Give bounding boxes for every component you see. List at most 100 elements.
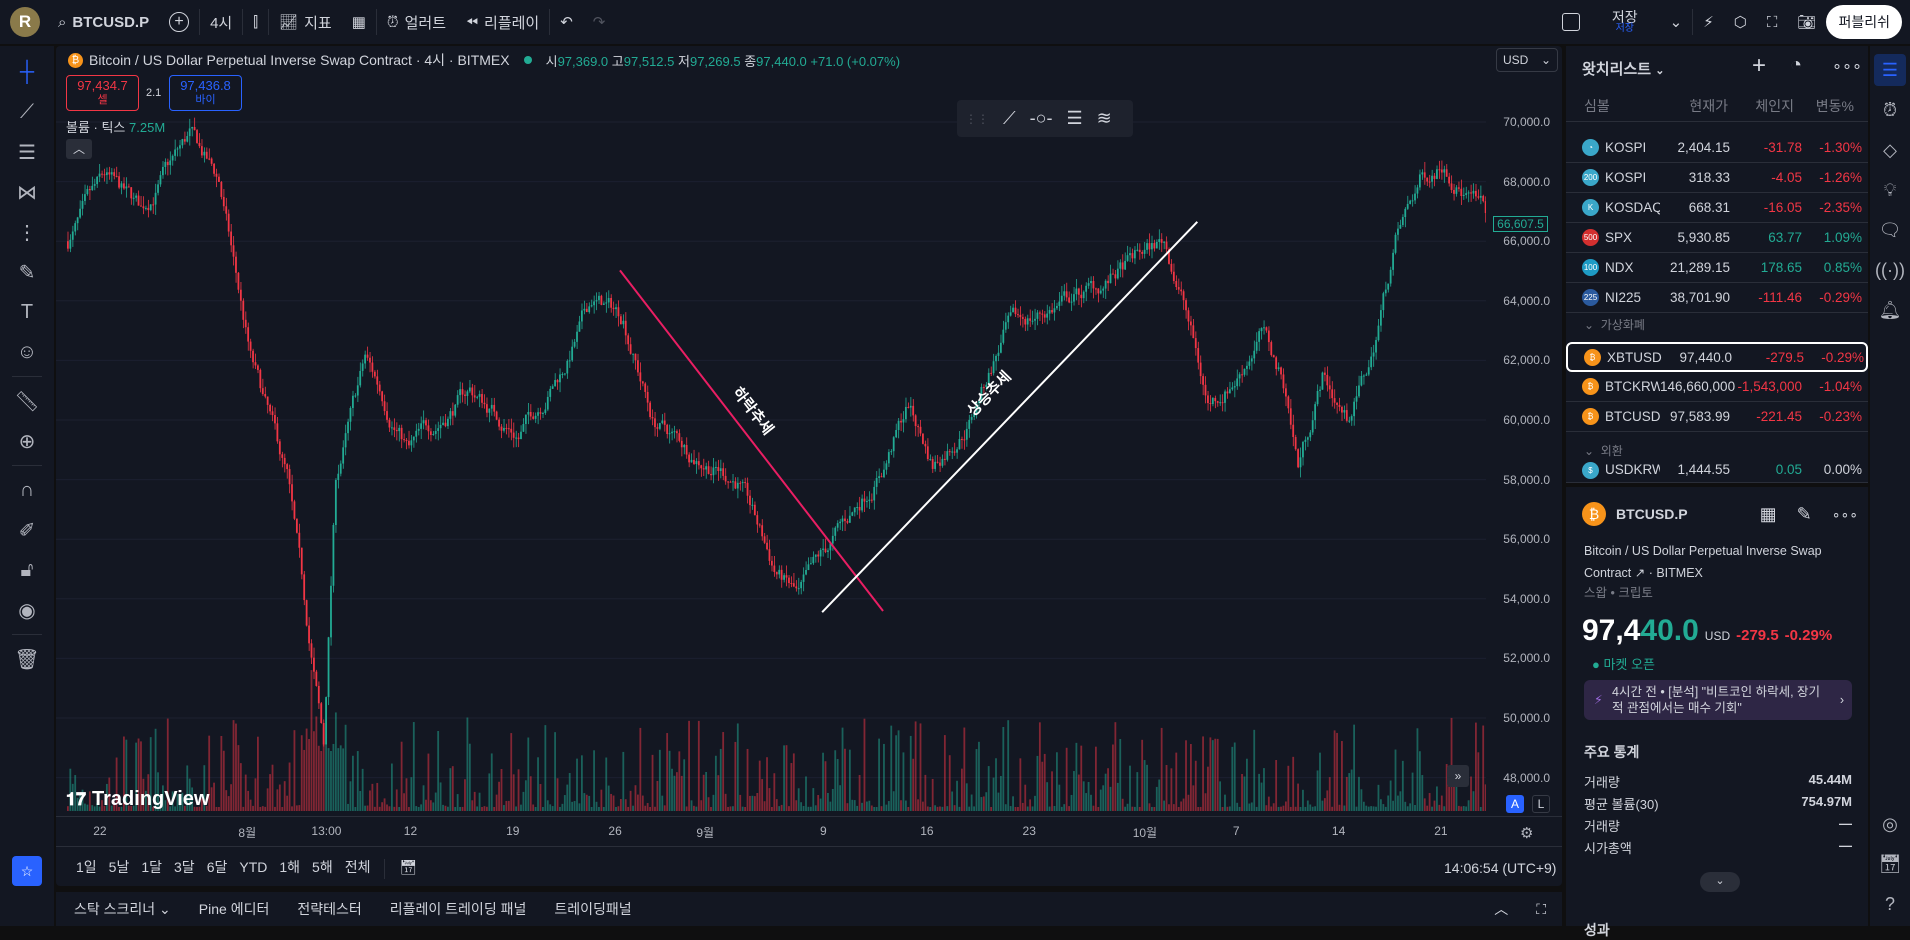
log-scale-button[interactable]: L — [1532, 795, 1550, 813]
watchlist-row[interactable]: ₿ BTCKRW 146,660,000 -1,543,000 -1.04% — [1566, 372, 1868, 402]
drag-handle[interactable]: ⋮⋮ — [965, 111, 989, 126]
remove-drawings-tool[interactable]: 🗑︎ — [8, 641, 46, 677]
buy-button[interactable]: 97,436.8 바이 — [169, 75, 242, 111]
ray-icon[interactable]: -○- — [1029, 108, 1053, 128]
price-axis[interactable]: 70,000.0 68,000.0 66,000.0 64,000.0 62,000.0… — [1486, 46, 1560, 816]
col-change-pct[interactable]: 변동% — [1815, 98, 1854, 114]
scroll-to-realtime-button[interactable]: » — [1447, 765, 1469, 787]
goto-date-button[interactable]: 📅︎ — [393, 859, 423, 879]
group-crypto[interactable]: ⌄ 가상화폐 — [1584, 318, 1645, 332]
text-tool[interactable]: T — [8, 294, 46, 330]
undo-button[interactable]: ↶ — [550, 0, 583, 44]
watchlist-row[interactable]: 500 SPX 5,930.85 63.77 1.09% — [1566, 223, 1868, 253]
trendline-icon[interactable]: ⟋ — [1003, 108, 1016, 128]
tab-replay-trading[interactable]: 리플레이 트레이딩 패널 — [389, 901, 527, 917]
measure-tool[interactable]: 📏︎ — [8, 383, 46, 419]
save-menu-chevron[interactable]: ⌄ — [1660, 0, 1693, 44]
watchlist-star-button[interactable]: ☆ — [12, 856, 42, 886]
watchlist-row[interactable]: 225 NI225 38,701.90 -111.46 -0.29% — [1566, 283, 1868, 313]
streams-toggle[interactable]: ((·)) — [1874, 254, 1906, 286]
layouts-button[interactable]: ▦ — [342, 0, 376, 44]
brush-tool[interactable]: ✎ — [8, 254, 46, 290]
col-change[interactable]: 체인지 — [1755, 98, 1794, 114]
panel-divider[interactable] — [1566, 483, 1868, 487]
watchlist-row[interactable]: ₿ XBTUSD 97,440.0 -279.5 -0.29% — [1566, 342, 1868, 372]
stay-drawing-tool[interactable]: ✐ — [8, 512, 46, 548]
symbol-search-button[interactable]: ⌕ BTCUSD.P — [48, 0, 159, 44]
add-symbol-button[interactable]: + — [1752, 52, 1766, 80]
pattern-tool[interactable]: ⋈ — [8, 174, 46, 210]
range-1m[interactable]: 1달 — [141, 859, 163, 875]
range-3m[interactable]: 3달 — [174, 859, 195, 875]
watchlist-row[interactable]: ₿ BTCUSD 97,583.99 -221.45 -0.23% — [1566, 402, 1868, 432]
settings-button[interactable]: ⬡ — [1724, 0, 1757, 44]
uptrend-line[interactable] — [821, 221, 1199, 613]
snapshot-button[interactable]: 📷︎ — [1787, 0, 1826, 44]
help-toggle[interactable]: ? — [1874, 888, 1906, 920]
watchlist-title[interactable]: 왓치리스트 ⌄ — [1582, 61, 1665, 78]
object-tree-toggle[interactable]: ◇ — [1874, 134, 1906, 166]
emoji-tool[interactable]: ☺ — [8, 334, 46, 370]
range-5d[interactable]: 5날 — [108, 859, 130, 875]
tab-stock-screener[interactable]: 스탁 스크리너 ⌄ — [74, 901, 171, 917]
tab-pine-editor[interactable]: Pine 에디터 — [198, 901, 270, 917]
watchlist-toggle[interactable]: ☰ — [1874, 54, 1906, 86]
chart-type-button[interactable]: ⫿ — [243, 0, 268, 44]
more-button[interactable]: ∘∘∘ — [1832, 56, 1862, 76]
fullscreen-button[interactable]: ⛶ — [1757, 0, 1788, 44]
prediction-tool[interactable]: ⋮ — [8, 214, 46, 250]
col-symbol[interactable]: 심볼 — [1584, 98, 1610, 114]
layout-toggle[interactable] — [1552, 0, 1590, 44]
watchlist-row[interactable]: $ USDKRW 1,444.55 0.05 0.00% — [1566, 462, 1868, 483]
redo-button[interactable]: ↷ — [583, 0, 616, 44]
notifications-toggle[interactable]: 🔔︎ — [1874, 294, 1906, 326]
range-6m[interactable]: 6달 — [206, 859, 228, 875]
interval-button[interactable]: 4시 — [210, 14, 233, 32]
advanced-view-button[interactable]: ◔ — [1790, 54, 1802, 77]
quick-search-button[interactable]: ⚡︎ — [1693, 0, 1724, 44]
price-chart[interactable]: 하락추세 상승추세 — [56, 46, 1486, 816]
edit-icon[interactable]: ✎ — [1796, 503, 1812, 524]
lock-drawings-tool[interactable]: 🔓︎ — [8, 552, 46, 588]
magnet-tool[interactable]: ∩ — [8, 472, 46, 508]
zoom-tool[interactable]: ⊕ — [8, 423, 46, 459]
more-icon[interactable]: ∘∘∘ — [1831, 505, 1858, 522]
replay-button[interactable]: ⏪︎ 리플레이 — [456, 0, 549, 44]
watchlist-row[interactable]: K KOSDAQ 668.31 -16.05 -2.35% — [1566, 193, 1868, 223]
hotlists-toggle[interactable]: ◎ — [1874, 808, 1906, 840]
range-1d[interactable]: 1일 — [76, 859, 97, 875]
clock[interactable]: 14:06:54 (UTC+9) — [1444, 860, 1557, 876]
maximize-icon[interactable]: ⛶ — [1536, 900, 1546, 917]
hide-drawings-tool[interactable]: ◉ — [8, 592, 46, 628]
details-symbol[interactable]: BTCUSD.P — [1616, 506, 1688, 522]
watchlist-row[interactable]: ◔ KOSPI 2,404.15 -31.78 -1.30% — [1566, 133, 1868, 163]
group-forex[interactable]: ⌄ 외환 — [1584, 444, 1623, 458]
sell-button[interactable]: 97,434.7 셀 — [66, 75, 139, 111]
range-5y[interactable]: 5해 — [312, 859, 333, 875]
range-1y[interactable]: 1해 — [279, 859, 301, 875]
downtrend-line[interactable] — [619, 269, 884, 612]
fib-tool[interactable]: ☰ — [8, 134, 46, 170]
axis-settings-button[interactable]: ⚙︎ — [1520, 824, 1533, 842]
publish-button[interactable]: 퍼블리쉬 — [1826, 5, 1902, 39]
watchlist-row[interactable]: 100 NDX 21,289.15 178.65 0.85% — [1566, 253, 1868, 283]
grid-icon[interactable]: ▦ — [1759, 503, 1777, 524]
expand-stats-button[interactable]: ⌄ — [1700, 872, 1740, 892]
indicators-button[interactable]: 📈︎ 지표 — [269, 0, 342, 44]
fib-icon[interactable]: ≋ — [1096, 108, 1112, 128]
news-card[interactable]: ⚡︎ 4시간 전 • [분석] "비트코인 하락세, 장기적 관점에서는 매수 … — [1584, 680, 1852, 720]
watchlist-row[interactable]: 200 KOSPI 318.33 -4.05 -1.26% — [1566, 163, 1868, 193]
alert-button[interactable]: ⏰︎ 얼러트 — [377, 0, 456, 44]
auto-scale-button[interactable]: A — [1506, 795, 1524, 813]
collapse-legend-button[interactable]: ︿ — [66, 139, 92, 159]
parallel-channel-icon[interactable]: ☰ — [1066, 108, 1083, 128]
avatar[interactable]: R — [10, 7, 40, 37]
col-price[interactable]: 현재가 — [1689, 98, 1728, 114]
tab-strategy-tester[interactable]: 전략테스터 — [297, 901, 362, 917]
ideas-toggle[interactable]: 💡︎ — [1874, 174, 1906, 206]
chats-toggle[interactable]: 🗨︎ — [1874, 214, 1906, 246]
calendar-toggle[interactable]: 📅︎ — [1874, 848, 1906, 880]
trendline-tool[interactable]: ⟋ — [8, 94, 46, 130]
tab-trading-panel[interactable]: 트레이딩패널 — [554, 901, 632, 917]
crosshair-tool[interactable]: ┼ — [8, 54, 46, 90]
